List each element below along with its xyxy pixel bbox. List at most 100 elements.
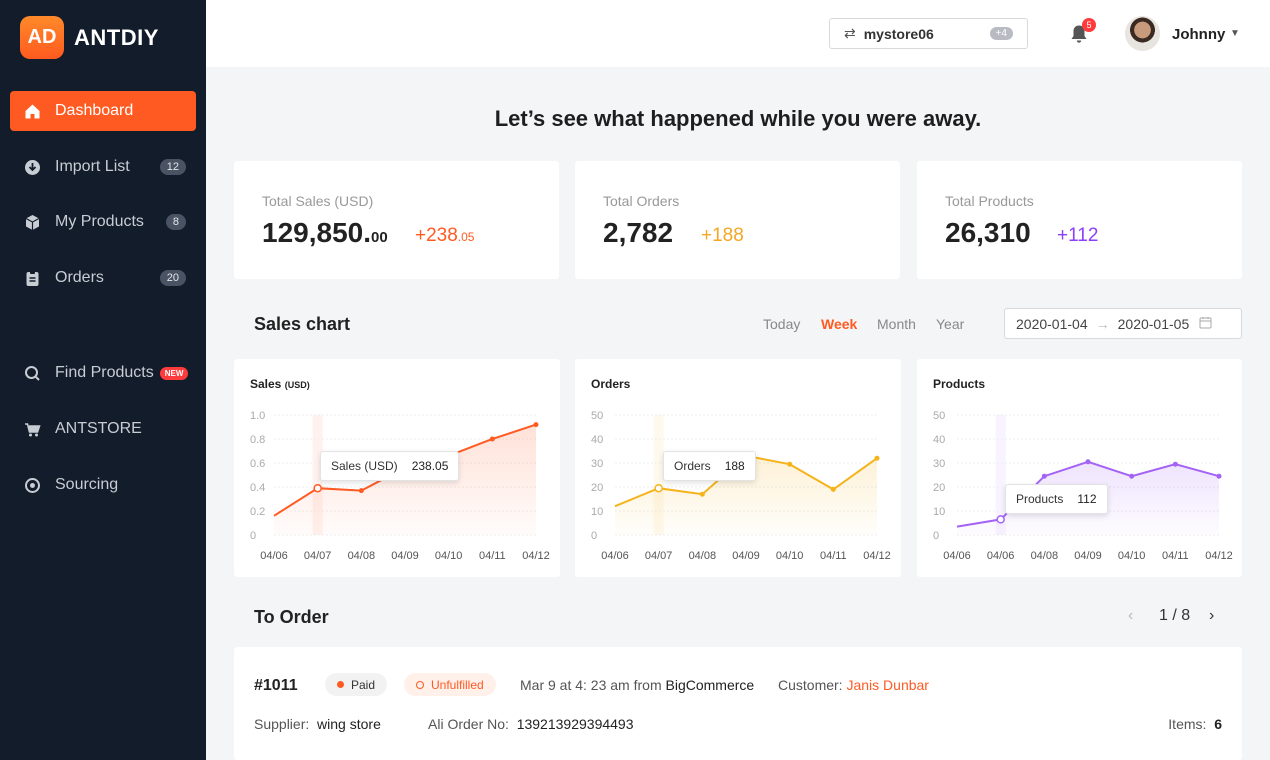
chart-card-sales: Sales (USD) 1.0 0.8 0.6 0.4 0.2 0 04/06 04/07 04… xyxy=(234,359,560,577)
y-tick-label: 40 xyxy=(591,434,603,446)
data-point xyxy=(654,483,663,493)
ali-label: Ali Order No: xyxy=(428,716,509,732)
cart-icon xyxy=(23,420,41,438)
items-count: 6 xyxy=(1214,716,1222,732)
notification-count-badge: 5 xyxy=(1082,18,1096,32)
data-point xyxy=(313,483,322,493)
tooltip-value: 238.05 xyxy=(411,459,449,473)
logo[interactable]: AD ANTDIY xyxy=(20,16,159,59)
x-tick-label: 04/06 xyxy=(601,550,629,562)
data-point xyxy=(1172,461,1178,467)
data-point xyxy=(1085,459,1091,465)
stat-value: 26,310 xyxy=(945,217,1031,248)
y-tick-label: 1.0 xyxy=(250,410,265,422)
avatar[interactable] xyxy=(1125,16,1160,51)
x-tick-label: 04/08 xyxy=(689,550,717,562)
sidebar-item-import-list[interactable]: Import List 12 xyxy=(10,147,196,187)
sidebar-item-find-products[interactable]: Find Products NEW xyxy=(10,353,196,393)
series-area xyxy=(615,455,877,535)
x-tick-label: 04/06 xyxy=(987,550,1015,562)
period-month[interactable]: Month xyxy=(877,316,916,332)
sidebar-item-label: Find Products xyxy=(55,364,154,381)
stat-card-sales: Total Sales (USD) 129,850.00 +238.05 xyxy=(234,161,559,279)
tooltip-label: Orders xyxy=(674,459,711,473)
sidebar-item-sourcing[interactable]: Sourcing xyxy=(10,465,196,505)
customer-name[interactable]: Janis Dunbar xyxy=(846,677,929,693)
stat-value: 129,850.00 xyxy=(262,217,388,249)
x-tick-label: 04/06 xyxy=(260,550,288,562)
x-tick-label: 04/06 xyxy=(943,550,971,562)
order-platform: BigCommerce xyxy=(665,677,755,693)
hover-band xyxy=(995,415,1006,535)
page-indicator: 1 / 8 xyxy=(1159,607,1191,624)
y-tick-label: 40 xyxy=(933,434,945,446)
y-tick-label: 20 xyxy=(591,482,603,494)
supplier-name: wing store xyxy=(317,716,381,732)
calendar-icon xyxy=(1199,316,1212,332)
data-point xyxy=(874,455,880,461)
data-point xyxy=(1041,473,1047,479)
download-icon xyxy=(23,158,41,176)
sidebar-item-my-products[interactable]: My Products 8 xyxy=(10,202,196,242)
chart-card-products: Products 50 40 30 20 10 0 04/06 04/06 04/08 04/09… xyxy=(917,359,1242,577)
sidebar-item-label: ANTSTORE xyxy=(55,420,142,437)
data-point xyxy=(787,461,793,467)
y-tick-label: 0.6 xyxy=(250,458,265,470)
order-items: Items: 6 xyxy=(1168,716,1222,732)
y-tick-label: 0.8 xyxy=(250,434,265,446)
sidebar-item-dashboard[interactable]: Dashboard xyxy=(10,91,196,131)
x-tick-label: 04/11 xyxy=(820,550,847,562)
order-date-text: Mar 9 at 4: 23 am from xyxy=(520,677,662,693)
period-year[interactable]: Year xyxy=(936,316,965,332)
page-headline: Let’s see what happened while you were a… xyxy=(494,106,982,131)
store-switcher[interactable]: ⇄ mystore06 +4 xyxy=(829,18,1028,49)
ali-order-number: 139213929394493 xyxy=(516,716,634,732)
user-name[interactable]: Johnny xyxy=(1172,26,1226,43)
y-tick-label: 10 xyxy=(933,506,945,518)
period-week[interactable]: Week xyxy=(821,316,858,332)
chart-title-text: Products xyxy=(933,377,986,391)
sales-chart-title: Sales chart xyxy=(254,314,351,334)
data-point xyxy=(1129,473,1135,479)
chevron-left-icon[interactable]: ‹ xyxy=(1128,607,1134,624)
unfulfilled-label: Unfulfilled xyxy=(431,677,484,692)
sidebar-item-orders[interactable]: Orders 20 xyxy=(10,258,196,298)
unfulfilled-badge: Unfulfilled xyxy=(404,673,496,696)
y-tick-label: 50 xyxy=(591,410,603,422)
chevron-down-icon[interactable]: ▼ xyxy=(1230,28,1240,39)
stat-label: Total Sales (USD) xyxy=(262,193,374,209)
store-name: mystore06 xyxy=(863,25,934,42)
period-today[interactable]: Today xyxy=(763,316,801,332)
stat-label: Total Products xyxy=(945,193,1034,209)
y-tick-label: 0 xyxy=(933,530,939,542)
x-tick-label: 04/07 xyxy=(645,550,673,562)
ring-icon xyxy=(416,680,424,689)
chart-tooltip: Sales (USD) 238.05 xyxy=(320,451,460,481)
y-tick-label: 20 xyxy=(933,482,945,494)
sidebar: AD ANTDIY Dashboard Import List 12 My Pr… xyxy=(0,0,206,760)
stat-value-cents: 00 xyxy=(371,229,388,246)
chart-title-unit: (USD) xyxy=(284,380,310,390)
chart-title: Products xyxy=(933,377,985,391)
order-card[interactable]: #1011 Paid Unfulfilled Mar 9 at 4: 23 am… xyxy=(234,647,1242,760)
date-range-picker[interactable]: 2020-01-04 → 2020-01-05 xyxy=(1004,308,1242,339)
chart-card-orders: Orders 50 40 30 20 10 0 04/06 04/07 04/08 04/09 04… xyxy=(575,359,901,577)
x-tick-label: 04/12 xyxy=(1205,550,1233,562)
x-tick-label: 04/11 xyxy=(479,550,506,562)
box-icon xyxy=(23,213,41,231)
products-line-chart: 50 40 30 20 10 0 04/06 04/06 04/08 04/09 04/10 04/1… xyxy=(933,410,1233,562)
logo-text: ANTDIY xyxy=(74,24,159,50)
supplier-label: Supplier: xyxy=(254,716,310,732)
y-tick-label: 0 xyxy=(250,530,256,542)
chart-title: Orders xyxy=(591,377,630,391)
x-tick-label: 04/12 xyxy=(522,550,550,562)
sidebar-item-antstore[interactable]: ANTSTORE xyxy=(10,409,196,449)
chevron-right-icon[interactable]: › xyxy=(1209,607,1215,624)
order-id[interactable]: #1011 xyxy=(254,677,298,694)
x-tick-label: 04/09 xyxy=(1074,550,1102,562)
tooltip-label: Sales (USD) xyxy=(331,459,398,473)
x-tick-label: 04/12 xyxy=(863,550,891,562)
sidebar-item-label: Import List xyxy=(55,158,130,175)
dot-icon xyxy=(337,681,344,688)
clipboard-icon xyxy=(23,269,41,287)
